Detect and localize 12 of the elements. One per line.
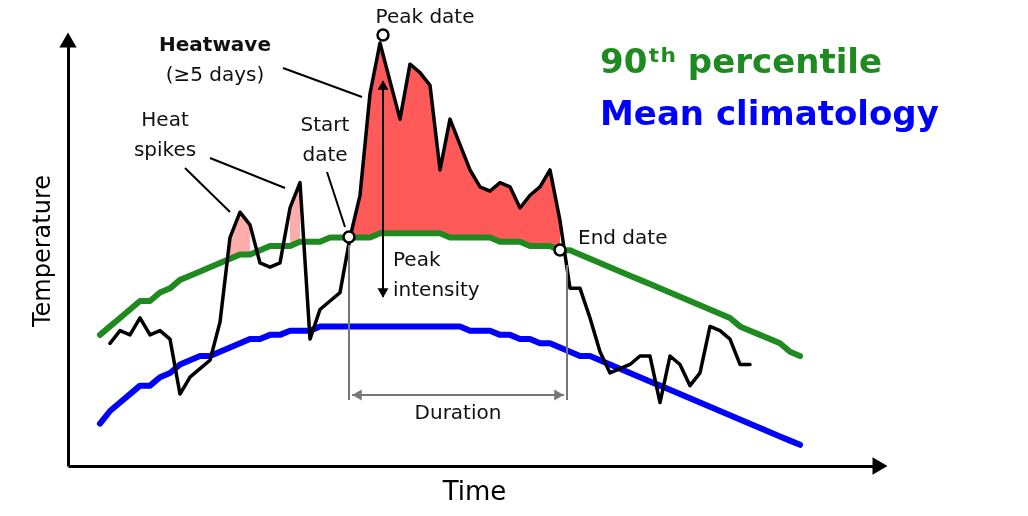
y-axis-title: Temperature	[27, 174, 56, 329]
annotation: (≥5 days)	[165, 62, 265, 86]
text: Peak date	[375, 4, 475, 28]
annotation: Start date	[300, 112, 350, 166]
text: Mean climatology	[600, 93, 939, 133]
annotation: Duration	[414, 400, 502, 424]
annotation: End date	[578, 225, 668, 249]
text: 90ᵗʰ percentile	[600, 41, 883, 81]
annotation: Heatwave	[159, 32, 271, 56]
annotation: Peak intensity	[393, 247, 480, 301]
x-axis-title: Time	[441, 475, 507, 506]
annotation: Heat spikes	[133, 107, 197, 161]
